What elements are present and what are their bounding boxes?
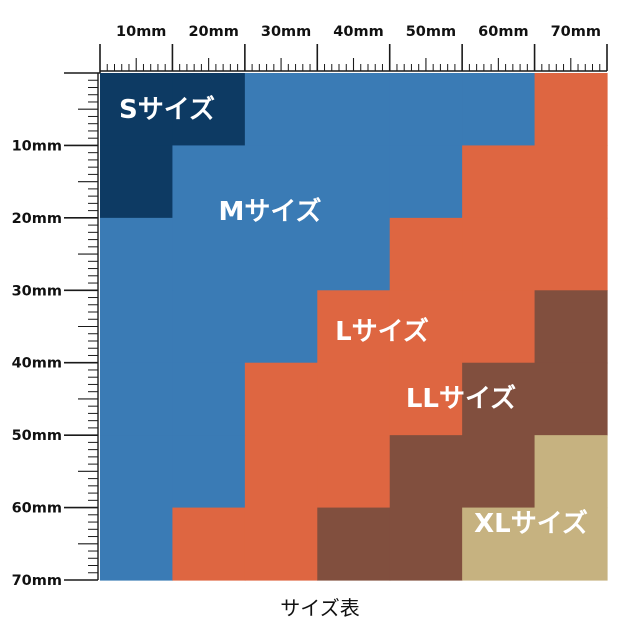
size-cell-m bbox=[462, 73, 536, 147]
left-ruler-label: 60mm bbox=[12, 501, 62, 517]
size-cell-l bbox=[317, 362, 391, 436]
size-cell-m bbox=[317, 73, 391, 147]
left-ruler-label: 50mm bbox=[12, 428, 62, 444]
size-cell-m bbox=[100, 435, 174, 509]
size-cell-m bbox=[172, 290, 246, 364]
size-cell-m bbox=[244, 73, 318, 147]
size-label-m: Mサイズ bbox=[218, 196, 321, 227]
top-ruler-label: 30mm bbox=[261, 24, 311, 40]
size-cell-l bbox=[389, 362, 463, 436]
size-cell-l bbox=[244, 435, 318, 509]
size-cell-ll bbox=[389, 507, 463, 581]
size-cell-l bbox=[317, 290, 391, 364]
left-ruler-label: 40mm bbox=[12, 356, 62, 372]
size-cell-m bbox=[172, 362, 246, 436]
size-cell-m bbox=[100, 362, 174, 436]
size-zone-labels: Sサイズ Mサイズ Lサイズ LLサイズ XLサイズ bbox=[119, 94, 588, 539]
size-cell-ll bbox=[389, 435, 463, 509]
size-cell-l bbox=[389, 290, 463, 364]
size-cell-s bbox=[100, 73, 174, 147]
top-ruler-label: 60mm bbox=[478, 24, 528, 40]
size-cell-m bbox=[172, 435, 246, 509]
top-ruler-label: 40mm bbox=[333, 24, 383, 40]
size-cell-m bbox=[172, 145, 246, 219]
size-cell-xl bbox=[462, 507, 536, 581]
size-grid bbox=[100, 73, 608, 581]
size-label-s: Sサイズ bbox=[119, 94, 215, 125]
size-cell-xl bbox=[534, 435, 608, 509]
left-ruler-label: 20mm bbox=[12, 211, 62, 227]
size-cell-m bbox=[172, 217, 246, 291]
size-cell-m bbox=[100, 217, 174, 291]
size-cell-l bbox=[317, 435, 391, 509]
size-cell-l bbox=[172, 507, 246, 581]
size-cell-ll bbox=[534, 290, 608, 364]
size-cell-l bbox=[244, 507, 318, 581]
size-cell-l bbox=[462, 217, 536, 291]
size-cell-ll bbox=[462, 362, 536, 436]
size-cell-m bbox=[317, 217, 391, 291]
size-cell-m bbox=[317, 145, 391, 219]
size-cell-xl bbox=[534, 507, 608, 581]
top-ruler-label: 20mm bbox=[188, 24, 238, 40]
size-cell-l bbox=[534, 145, 608, 219]
top-ruler: 10mm 20mm 30mm 40mm 50mm 60mm 70mm bbox=[99, 24, 608, 73]
size-label-l: Lサイズ bbox=[335, 316, 429, 347]
size-cell-m bbox=[389, 73, 463, 147]
top-ruler-label: 50mm bbox=[406, 24, 456, 40]
top-ruler-label: 70mm bbox=[551, 24, 601, 40]
left-ruler-label: 30mm bbox=[12, 283, 62, 299]
size-cell-m bbox=[244, 290, 318, 364]
left-ruler: 10mm 20mm 30mm 40mm 50mm 60mm 70mm bbox=[12, 72, 100, 589]
size-cell-s bbox=[100, 145, 174, 219]
size-cell-l bbox=[534, 73, 608, 147]
left-ruler-label: 10mm bbox=[12, 138, 62, 154]
size-cell-l bbox=[534, 217, 608, 291]
size-label-xl: XLサイズ bbox=[474, 508, 588, 539]
size-cell-m bbox=[244, 217, 318, 291]
size-cell-m bbox=[100, 507, 174, 581]
size-cell-ll bbox=[534, 362, 608, 436]
size-cell-ll bbox=[462, 435, 536, 509]
chart-caption: サイズ表 bbox=[280, 596, 360, 620]
size-cell-m bbox=[244, 145, 318, 219]
size-cell-l bbox=[462, 145, 536, 219]
size-cell-l bbox=[389, 217, 463, 291]
size-cell-s bbox=[172, 73, 246, 147]
size-cell-l bbox=[244, 362, 318, 436]
size-cell-ll bbox=[317, 507, 391, 581]
left-ruler-label: 70mm bbox=[12, 573, 62, 589]
size-cell-m bbox=[100, 290, 174, 364]
top-ruler-label: 10mm bbox=[116, 24, 166, 40]
size-label-ll: LLサイズ bbox=[406, 383, 516, 414]
size-cell-m bbox=[389, 145, 463, 219]
size-cell-l bbox=[462, 290, 536, 364]
